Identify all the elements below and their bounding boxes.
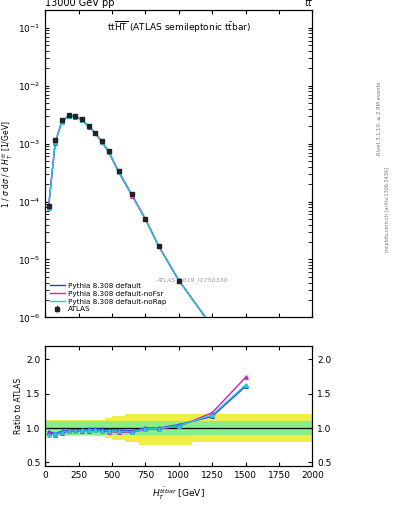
Pythia 8.308 default-noFsr (60, 119, 64, 125)
Pythia 8.308 default-noRap (100, 139, 105, 145)
Pythia 8.308 default (100, 139, 105, 145)
Pythia 8.308 default (93, 130, 98, 136)
Text: tt$\overline{\rm HT}$ (ATLAS semileptonic t$\bar{\rm t}$bar): tt$\overline{\rm HT}$ (ATLAS semileptoni… (107, 19, 251, 35)
Pythia 8.308 default (73, 113, 78, 119)
Pythia 8.308 default-noFsr (73, 114, 78, 120)
Pythia 8.308 default (210, 324, 215, 330)
X-axis label: $H_T^{t\bar{t}bar}$ [GeV]: $H_T^{t\bar{t}bar}$ [GeV] (152, 485, 205, 502)
Pythia 8.308 default-noFsr (93, 131, 98, 137)
Pythia 8.308 default-noFsr (176, 278, 181, 284)
Pythia 8.308 default-noRap (176, 278, 181, 284)
Pythia 8.308 default-noFsr (243, 337, 248, 344)
Pythia 8.308 default-noFsr (210, 323, 215, 329)
Pythia 8.308 default-noRap (143, 216, 148, 222)
Pythia 8.308 default-noRap (156, 243, 161, 249)
Pythia 8.308 default (86, 123, 91, 129)
Pythia 8.308 default-noFsr (46, 204, 51, 210)
Pythia 8.308 default-noRap (60, 118, 64, 124)
Pythia 8.308 default-noRap (80, 117, 84, 123)
Pythia 8.308 default-noFsr (106, 149, 111, 155)
Y-axis label: Ratio to ATLAS: Ratio to ATLAS (14, 378, 23, 434)
Text: 13000 GeV pp: 13000 GeV pp (45, 0, 115, 8)
Pythia 8.308 default-noFsr (80, 117, 84, 123)
Pythia 8.308 default-noFsr (116, 169, 121, 175)
Pythia 8.308 default-noRap (243, 339, 248, 345)
Pythia 8.308 default-noRap (86, 123, 91, 130)
Pythia 8.308 default-noRap (53, 139, 58, 145)
Pythia 8.308 default-noRap (73, 113, 78, 119)
Pythia 8.308 default-noRap (210, 324, 215, 330)
Text: Rivet 3.1.10, ≥ 2.8M events: Rivet 3.1.10, ≥ 2.8M events (377, 81, 382, 155)
Pythia 8.308 default-noRap (93, 130, 98, 136)
Pythia 8.308 default (66, 113, 71, 119)
Legend: Pythia 8.308 default, Pythia 8.308 default-noFsr, Pythia 8.308 default-noRap, AT: Pythia 8.308 default, Pythia 8.308 defau… (49, 281, 167, 314)
Pythia 8.308 default-noRap (116, 169, 121, 175)
Pythia 8.308 default (156, 243, 161, 249)
Pythia 8.308 default-noRap (106, 149, 111, 155)
Pythia 8.308 default (176, 277, 181, 283)
Pythia 8.308 default-noRap (66, 113, 71, 119)
Text: ATLAS_2019_I1750330: ATLAS_2019_I1750330 (156, 278, 228, 284)
Pythia 8.308 default-noFsr (86, 123, 91, 130)
Pythia 8.308 default (116, 168, 121, 175)
Y-axis label: 1 / $\sigma$ d$\sigma$ / d $H_T^{t\bar{t}}$ [1/GeV]: 1 / $\sigma$ d$\sigma$ / d $H_T^{t\bar{t… (0, 120, 15, 208)
Pythia 8.308 default (130, 192, 134, 198)
Pythia 8.308 default-noFsr (130, 193, 134, 199)
Pythia 8.308 default (46, 204, 51, 210)
Pythia 8.308 default-noFsr (100, 139, 105, 145)
Pythia 8.308 default (80, 117, 84, 123)
Pythia 8.308 default (106, 148, 111, 155)
Pythia 8.308 default (243, 339, 248, 346)
Text: mcplots.cern.ch [arXiv:1306.3436]: mcplots.cern.ch [arXiv:1306.3436] (385, 167, 389, 252)
Pythia 8.308 default-noFsr (53, 140, 58, 146)
Text: tt: tt (305, 0, 312, 8)
Pythia 8.308 default (53, 139, 58, 145)
Line: Pythia 8.308 default-noRap: Pythia 8.308 default-noRap (49, 116, 246, 342)
Pythia 8.308 default-noRap (46, 205, 51, 211)
Pythia 8.308 default-noFsr (156, 243, 161, 249)
Line: Pythia 8.308 default: Pythia 8.308 default (49, 116, 246, 343)
Line: Pythia 8.308 default-noFsr: Pythia 8.308 default-noFsr (49, 116, 246, 340)
Pythia 8.308 default-noFsr (66, 113, 71, 119)
Pythia 8.308 default (60, 118, 64, 124)
Pythia 8.308 default-noFsr (143, 217, 148, 223)
Pythia 8.308 default (143, 216, 148, 222)
Pythia 8.308 default-noRap (130, 192, 134, 198)
